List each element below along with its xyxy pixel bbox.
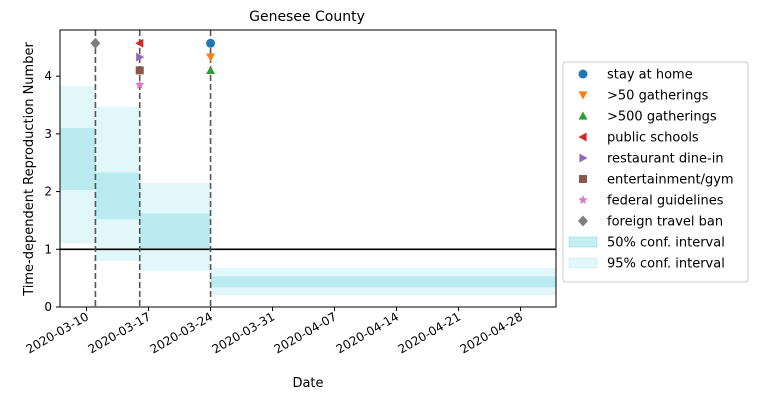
data-point [136,52,145,62]
x-tick-label: 2020-04-21 [396,309,463,356]
plot-frame [59,29,557,308]
data-point [206,53,216,62]
ci95-band [60,85,96,244]
y-tick-label: 3 [44,127,52,141]
data-point [206,65,216,74]
y-tick-label: 1 [44,242,52,256]
ci50-band [210,276,557,288]
x-tick-label: 2020-03-24 [148,309,215,356]
legend-label: public schools [607,131,699,146]
legend-marker [579,175,587,183]
legend-marker [578,132,587,142]
data-point [135,66,144,75]
legend-label: restaurant dine-in [607,152,724,167]
y-axis-label: Time-dependent Reproduction Number [22,42,37,297]
ci95-band [139,182,211,272]
legend-box [562,61,749,283]
x-tick-label: 2020-03-31 [210,309,277,356]
data-point [134,79,145,89]
x-tick-label: 2020-03-17 [86,309,153,356]
legend-marker [578,215,588,227]
data-point [135,38,144,48]
ci95-band [210,267,557,296]
legend-swatch [568,236,598,248]
legend-label: >50 gatherings [607,89,709,104]
x-tick-label: 2020-04-14 [334,309,401,356]
x-tick-label: 2020-04-07 [272,309,339,356]
legend-label: 50% conf. interval [607,236,725,251]
legend-label: federal guidelines [607,194,724,209]
legend-marker [579,153,588,163]
legend-marker [578,69,588,79]
legend-marker [578,111,588,120]
legend-label: stay at home [607,68,693,83]
x-tick-label: 2020-03-10 [24,309,91,356]
ci50-band [60,128,96,190]
ci50-band [139,213,211,250]
y-tick-label: 2 [44,185,52,199]
ci50-band [95,172,140,220]
x-axis-label: Date [292,376,323,391]
y-tick-label: 4 [44,69,52,83]
legend-label: foreign travel ban [607,215,723,230]
legend-marker [578,91,588,100]
legend: stay at home >50 gatherings >500 gathering… [562,61,749,283]
y-tick-label: 0 [44,300,52,314]
legend-label: >500 gatherings [607,110,717,125]
data-point [206,38,216,48]
legend-marker [578,195,588,205]
legend-label: 95% conf. interval [607,257,725,272]
data-point [90,37,101,49]
legend-swatch [568,257,598,269]
chart-title: Genesee County [249,9,365,25]
x-tick-label: 2020-04-28 [458,309,525,356]
legend-label: entertainment/gym [607,173,734,188]
ci95-band [95,106,140,261]
